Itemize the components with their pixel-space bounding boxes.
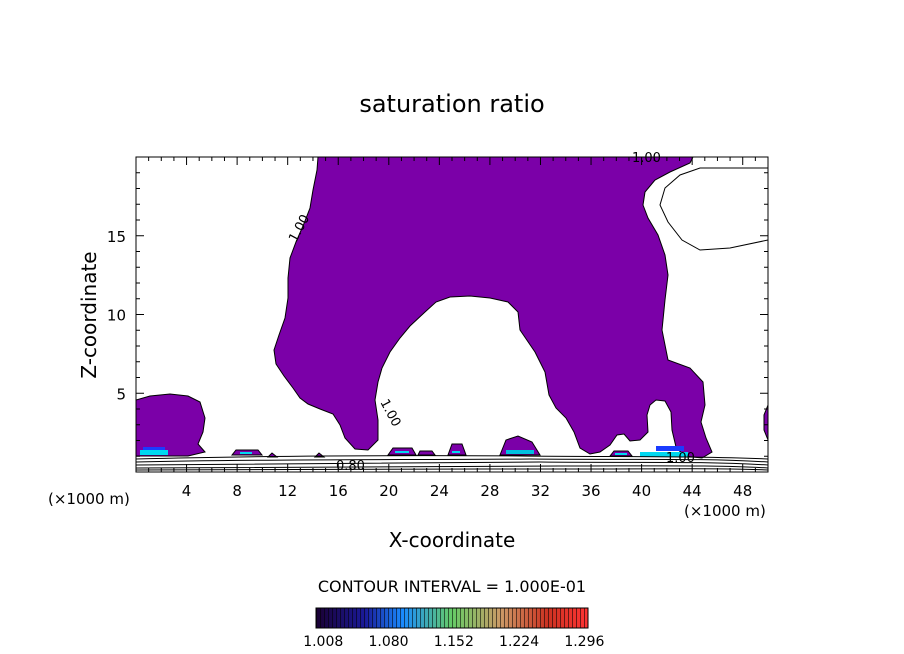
x-tick-label: 44 xyxy=(683,482,702,500)
x-tick-label: 28 xyxy=(480,482,499,500)
x-axis-label: X-coordinate xyxy=(389,528,516,552)
saturated-region-main xyxy=(273,157,713,459)
colorbar-tick-label: 1.080 xyxy=(368,634,408,650)
saturated-region-left xyxy=(136,393,206,457)
y-tick-label: 5 xyxy=(116,385,126,403)
x-tick-label: 32 xyxy=(531,482,550,500)
contour-interval-text: CONTOUR INTERVAL = 1.000E-01 xyxy=(318,577,586,596)
x-unit-label-right: (×1000 m) xyxy=(684,502,766,520)
x-tick-label: 16 xyxy=(329,482,348,500)
colorbar-tick-label: 1.224 xyxy=(499,634,539,650)
saturated-region-right-edge xyxy=(763,404,768,441)
y-axis-label: Z-coordinate xyxy=(77,251,101,378)
surface-contour-lines xyxy=(136,455,768,471)
y-tick-label: 15 xyxy=(107,228,126,246)
x-tick-label: 12 xyxy=(278,482,297,500)
x-unit-label-left: (×1000 m) xyxy=(48,490,130,508)
x-tick-label: 20 xyxy=(379,482,398,500)
unsaturated-hole xyxy=(659,167,768,251)
colorbar-stripes xyxy=(316,608,588,628)
contour-label: 1.00 xyxy=(666,451,695,466)
colorbar-tick-label: 1.152 xyxy=(434,634,474,650)
colorbar-tick-label: 1.008 xyxy=(303,634,343,650)
chart-title: saturation ratio xyxy=(359,90,544,118)
x-tick-label: 24 xyxy=(430,482,449,500)
colorbar-tick-label: 1.296 xyxy=(564,634,604,650)
contour-label: 1.00 xyxy=(376,397,403,430)
x-tick-label: 8 xyxy=(232,482,242,500)
plot-area xyxy=(136,157,768,471)
x-tick-label: 36 xyxy=(581,482,600,500)
colorbar: 1.008 1.080 1.152 1.224 1.296 xyxy=(303,607,604,650)
contour-label: 1.00 xyxy=(632,151,661,166)
high-saturation-pockets xyxy=(140,446,688,457)
x-tick-label: 40 xyxy=(632,482,651,500)
colorbar-tick-labels: 1.008 1.080 1.152 1.224 1.296 xyxy=(303,634,604,650)
contour-label: 0.80 xyxy=(336,459,365,474)
x-tick-label: 4 xyxy=(182,482,192,500)
x-tick-label: 48 xyxy=(733,482,752,500)
y-tick-label: 10 xyxy=(107,307,126,325)
near-surface-patches xyxy=(230,435,634,458)
